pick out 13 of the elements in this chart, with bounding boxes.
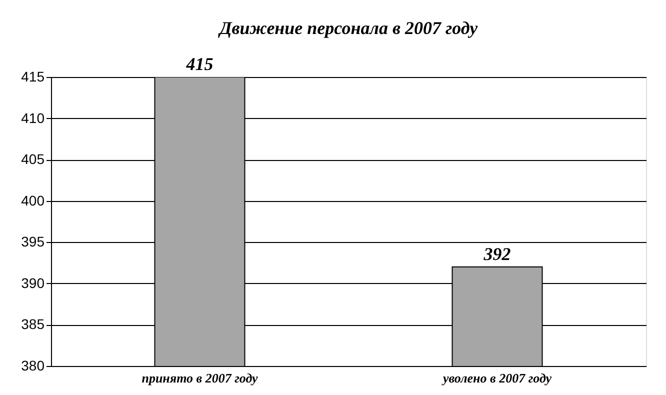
x-tick-label: уволено в 2007 году [441,370,552,386]
y-tick-label: 380 [21,358,45,374]
data-label: 392 [482,244,511,264]
y-tick-label: 410 [21,110,45,126]
x-tick-label: принято в 2007 году [142,370,258,386]
data-label: 415 [185,54,214,74]
y-tick-label: 385 [21,316,45,332]
chart-title: Движение персонала в 2007 году [217,18,479,38]
y-tick-label: 405 [21,151,45,168]
y-tick-label: 400 [21,192,45,208]
y-tick-label: 390 [21,274,45,291]
y-tick-label: 415 [21,68,45,84]
y-tick-label: 395 [21,234,45,250]
